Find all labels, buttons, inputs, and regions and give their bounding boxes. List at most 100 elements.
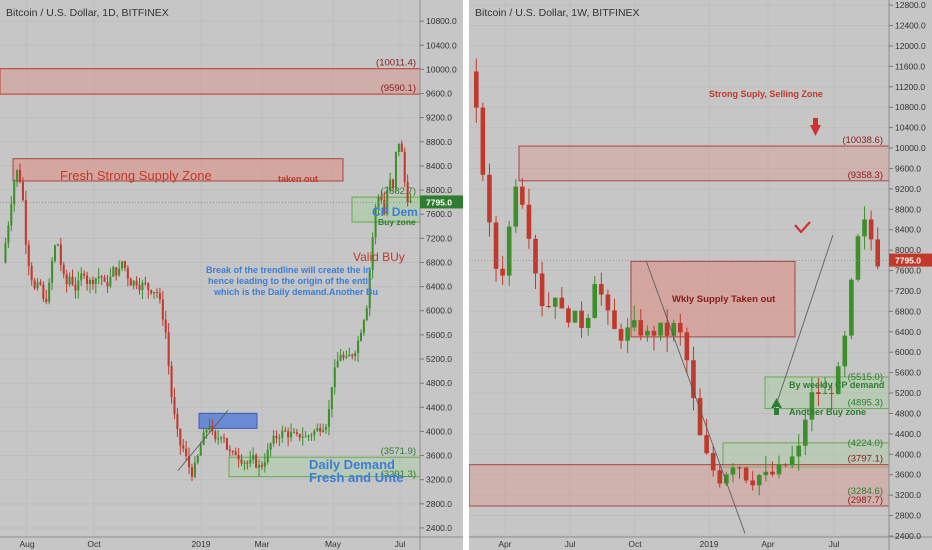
candle-body [13, 182, 16, 205]
candle-body [513, 186, 519, 227]
candle-body [126, 267, 129, 279]
y-tick-label: 4400.0 [426, 402, 452, 412]
candle-body [86, 275, 89, 284]
candle-body [400, 143, 403, 152]
annotation-text: hence leading to the origin of the entir [208, 276, 372, 286]
level-label: (3571.9) [381, 446, 416, 457]
candle-body [339, 354, 342, 361]
y-axis-panel [420, 0, 463, 550]
candle-body [30, 265, 33, 281]
candle-body [658, 322, 663, 336]
candle-body [173, 396, 176, 415]
candle-body [284, 430, 287, 432]
candle-body [7, 225, 10, 244]
candle-body [155, 291, 159, 293]
level-label: (3797.1) [848, 454, 883, 465]
candle-body [480, 107, 486, 175]
y-tick-label: 4400.0 [895, 429, 921, 439]
zone-cp-demand[interactable] [351, 196, 421, 223]
candle-body [487, 174, 492, 223]
candle-body [153, 291, 156, 294]
x-tick-label: Apr [761, 539, 774, 549]
candle-body [533, 238, 538, 274]
level-label: (9590.1) [381, 83, 416, 94]
y-tick-label: 4800.0 [895, 408, 921, 418]
candle-body [51, 260, 54, 283]
candle-body [783, 464, 788, 466]
candle-body [263, 461, 266, 467]
candle-body [743, 467, 749, 481]
candle-body [10, 204, 13, 226]
weekly-chart-panel[interactable]: 2400.0 2800.0 3200.0 3600.0 4000.0 4400.0 4800… [469, 0, 932, 550]
candle-body [704, 435, 709, 454]
zone-weekly-cp-demand[interactable] [764, 376, 890, 410]
y-tick-label: 10400.0 [426, 40, 457, 50]
y-tick-label: 2400.0 [426, 523, 452, 533]
candle-body [310, 435, 313, 437]
arrow-up-icon [771, 398, 782, 415]
trendline [645, 260, 746, 534]
candle-body [298, 434, 301, 438]
y-tick-label: 5200.0 [426, 354, 452, 364]
candle-body [336, 360, 339, 368]
candle-body [304, 436, 307, 438]
daily-chart-panel[interactable]: 2400.0 2800.0 3200.0 3600.0 4000.0 4400.0 4800… [0, 0, 463, 550]
daily-chart[interactable]: 2400.0 2800.0 3200.0 3600.0 4000.0 4400.0 4800… [0, 0, 463, 550]
annotation-text: Buy zone [378, 217, 416, 227]
candle-body [123, 261, 126, 268]
zone-range-box[interactable] [198, 412, 258, 429]
weekly-chart[interactable]: 2400.0 2800.0 3200.0 3600.0 4000.0 4400.0 4800… [469, 0, 932, 550]
x-tick-label: 2019 [700, 539, 719, 549]
candle-body [842, 335, 848, 367]
candle-body [345, 356, 348, 358]
candle-body [559, 297, 565, 309]
y-tick-label: 7200.0 [895, 286, 921, 296]
candle-body [566, 308, 571, 323]
zone-top-supply[interactable] [0, 68, 421, 95]
y-tick-label: 10800.0 [426, 16, 457, 26]
candle-body [53, 245, 57, 261]
candle-body [572, 310, 578, 323]
candle-body [118, 268, 121, 276]
candle-body [223, 437, 226, 439]
candle-body [717, 470, 723, 484]
candle-body [48, 282, 51, 303]
candle-body [16, 170, 19, 183]
candle-body [281, 430, 284, 438]
candle-body [4, 243, 7, 263]
candle-body [354, 352, 357, 357]
level-label: (3284.6) [848, 486, 883, 497]
candle-body [756, 475, 762, 486]
zone-fresh-supply[interactable] [12, 158, 344, 182]
annotation-text: Wkly Supply Taken out [672, 294, 776, 305]
y-tick-label: 9600.0 [895, 163, 921, 173]
candle-body [403, 151, 406, 182]
candle-body [144, 282, 147, 284]
candle-body [394, 152, 397, 189]
panel-divider[interactable] [463, 0, 469, 550]
check-mark-icon [794, 221, 811, 234]
x-tick-label: Oct [87, 539, 101, 549]
level-label: (7882.7) [381, 186, 416, 197]
candle-body [651, 330, 657, 336]
candle-body [389, 179, 392, 191]
y-tick-label: 11600.0 [895, 61, 925, 71]
candle-body [579, 310, 584, 328]
y-tick-label: 3600.0 [895, 470, 921, 480]
candle-body [100, 276, 103, 278]
x-tick-label: May [325, 539, 342, 549]
zone-lower-demand[interactable] [469, 464, 890, 507]
candle-body [612, 310, 617, 329]
zone-green-demand[interactable] [722, 442, 890, 468]
y-tick-label: 8000.0 [895, 245, 921, 255]
candle-body [368, 270, 371, 309]
level-label: (5515.0) [848, 372, 883, 383]
candle-body [275, 435, 278, 438]
zone-strong-supply[interactable] [518, 145, 890, 182]
candle-body [33, 280, 36, 289]
candle-body [664, 322, 670, 336]
y-tick-label: 9600.0 [426, 89, 452, 99]
x-tick-label: Mar [255, 539, 270, 549]
candle-body [164, 319, 167, 333]
y-tick-label: 8800.0 [426, 137, 452, 147]
